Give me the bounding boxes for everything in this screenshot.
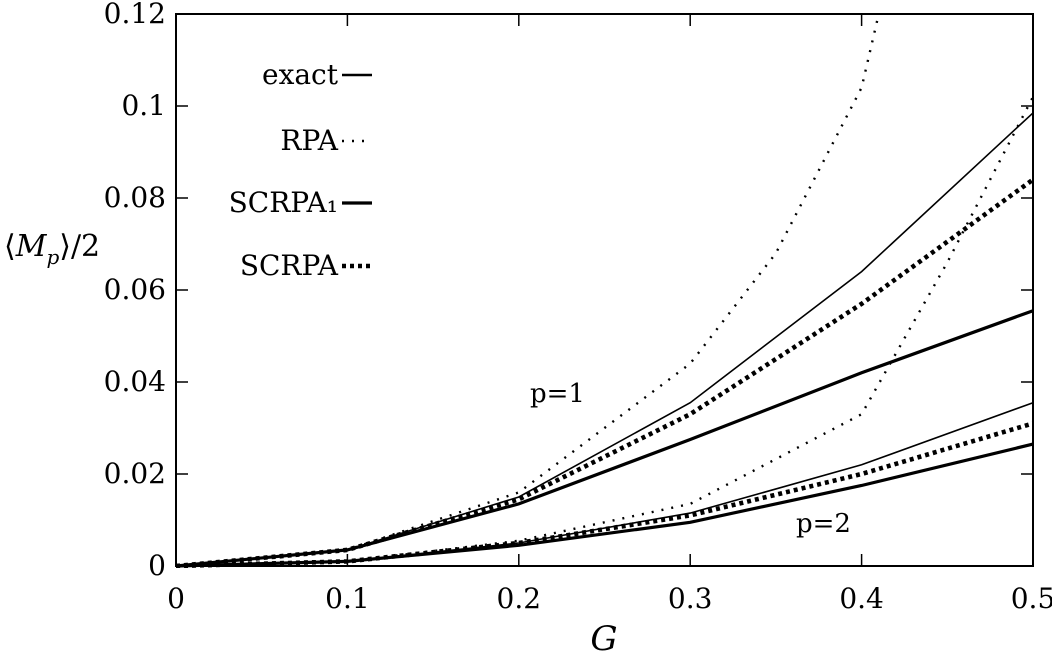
y-axis-label-open: ⟨ [4, 229, 16, 264]
y-tick-label: 0.08 [104, 181, 166, 214]
annotations: p=1 p=2 [530, 379, 851, 539]
y-axis-label: ⟨Mp⟩/2 [4, 229, 100, 269]
plot-frame [175, 13, 1034, 567]
y-tick-label: 0 [148, 549, 166, 582]
y-tick-label: 0.1 [121, 89, 166, 122]
annotation-p1: p=1 [530, 379, 585, 409]
y-tick-label: 0.12 [104, 0, 166, 30]
x-tick-label: 0.2 [497, 582, 542, 615]
y-tick-label: 0.06 [104, 273, 166, 306]
y-axis-label-var: M [15, 229, 48, 264]
legend: exact RPA SCRPA₁ SCRPA [229, 58, 372, 282]
series-line-p1-scrpa [176, 177, 1035, 568]
series-line-p2-scrpa [176, 442, 1034, 568]
y-axis-label-sub: p [46, 245, 59, 269]
series-layer [176, 13, 1035, 568]
x-tick-label: 0.1 [325, 582, 370, 615]
x-axis-label: G [590, 619, 617, 659]
legend-label-3: SCRPA [240, 249, 339, 282]
series-line-p2-scrpa [176, 421, 1034, 568]
legend-label-0: exact [262, 58, 339, 91]
legend-label-2: SCRPA₁ [229, 186, 338, 219]
series-line-p2-rpa [176, 96, 1035, 568]
legend-label-1: RPA [280, 124, 338, 157]
x-tick-label: 0 [167, 582, 185, 615]
y-axis-label-close: ⟩/2 [59, 229, 100, 264]
ticks-layer: 0 0.1 0.2 0.3 0.4 0.5 0 0.02 0.04 0.06 0.08 0.1 0.12 [104, 0, 1052, 615]
x-tick-label: 0.5 [1011, 582, 1052, 615]
x-tick-label: 0.3 [668, 582, 713, 615]
series-line-p1-exact [176, 112, 1034, 567]
series-line-p1-rpa [176, 13, 880, 568]
x-tick-label: 0.4 [839, 582, 884, 615]
annotation-p2: p=2 [796, 509, 851, 539]
y-tick-label: 0.04 [104, 365, 166, 398]
y-tick-label: 0.02 [104, 457, 166, 490]
